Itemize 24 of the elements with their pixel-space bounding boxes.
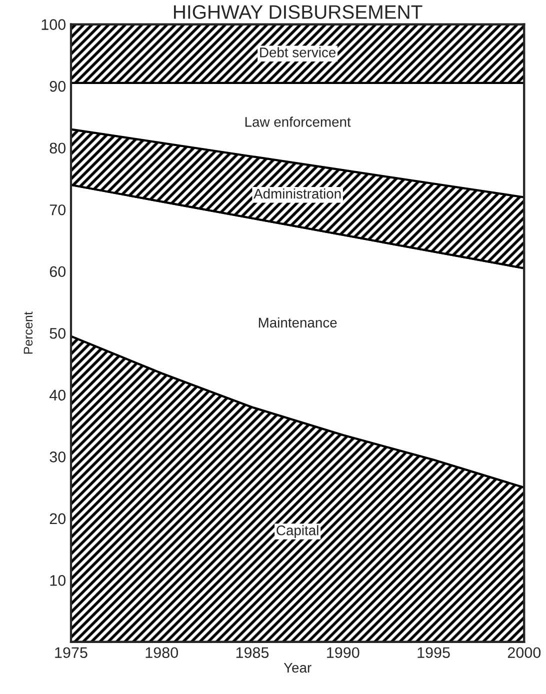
y-tick-label: 40 <box>49 390 66 401</box>
x-tick-label: 1990 <box>327 647 360 658</box>
x-tick-label: 2000 <box>508 647 541 658</box>
y-tick-label: 60 <box>50 266 66 278</box>
x-tick-label: 1980 <box>146 647 178 658</box>
x-tick-label: 1995 <box>418 647 450 658</box>
y-tick-label: 30 <box>50 452 66 462</box>
x-axis-title: Year <box>284 662 312 673</box>
y-tick-label: 50 <box>50 328 66 339</box>
series-label: Law enforcement <box>245 116 351 127</box>
y-tick-label: 100 <box>42 19 66 30</box>
series-label: Debt service <box>260 47 336 58</box>
y-axis-title: Percent <box>24 312 33 354</box>
y-tick-label: 90 <box>50 80 66 92</box>
y-tick-label: 10 <box>50 575 66 586</box>
y-tick-label: 80 <box>50 142 66 154</box>
x-tick-label: 1985 <box>236 647 269 658</box>
series-label: Capital <box>276 525 318 538</box>
y-tick-label: 70 <box>50 204 66 216</box>
y-tick-label: 20 <box>50 513 66 524</box>
chart-title: HIGHWAY DISBURSEMENT <box>174 5 422 19</box>
x-tick-label: 1975 <box>55 647 88 658</box>
series-label: Maintenance <box>258 317 337 328</box>
series-label: Administration <box>254 188 341 199</box>
